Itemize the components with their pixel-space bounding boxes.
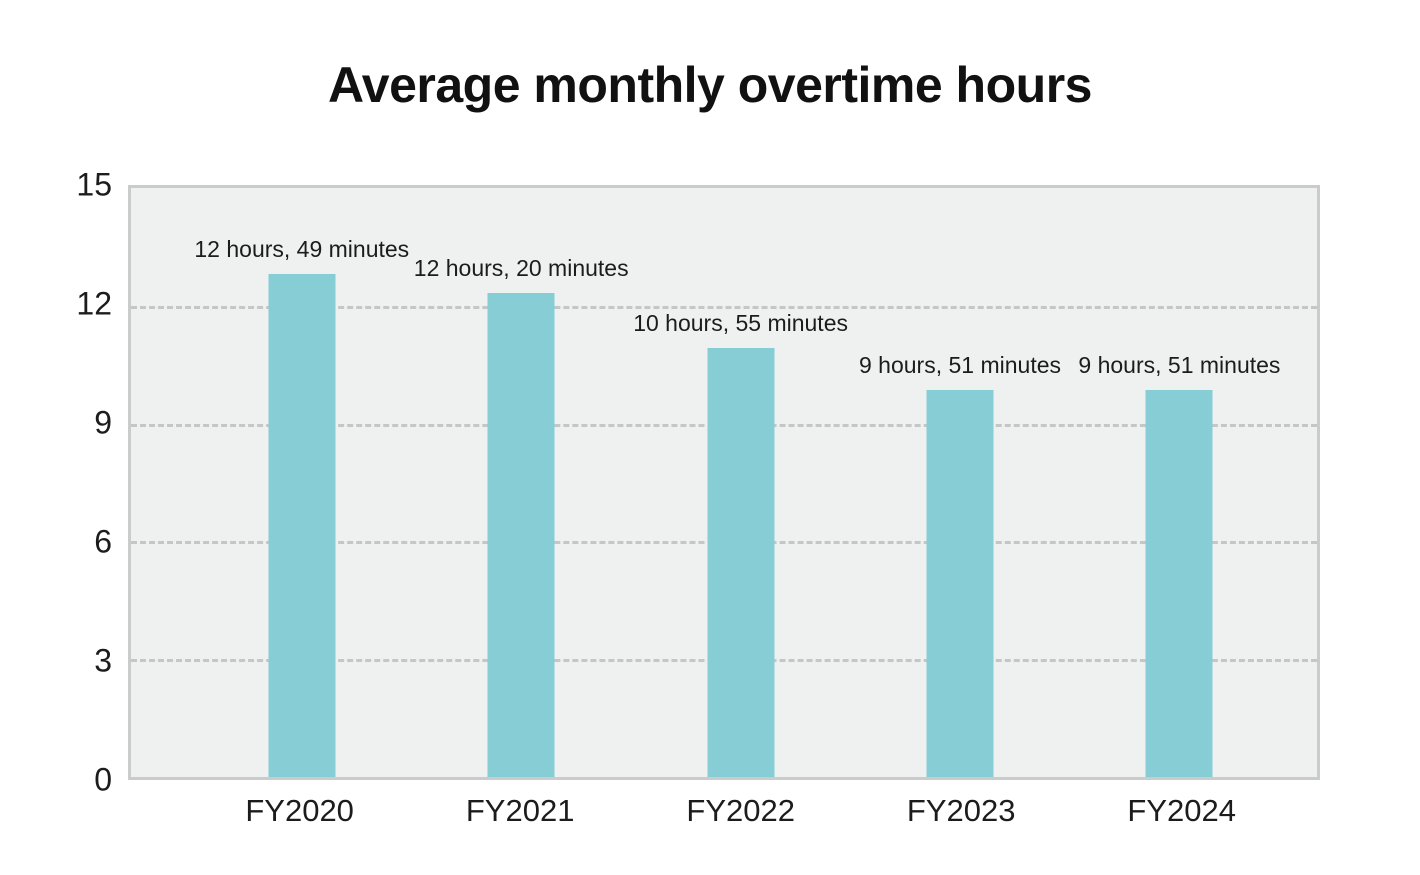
y-tick-label: 0 bbox=[94, 761, 112, 798]
plot-area: 12 hours, 49 minutes 12 hours, 20 minute… bbox=[128, 185, 1320, 780]
bar-group-fy2024: 9 hours, 51 minutes bbox=[1078, 352, 1280, 777]
x-tick-label-fy2020: FY2020 bbox=[245, 793, 354, 828]
y-tick-label: 9 bbox=[94, 404, 112, 441]
bar-fy2022 bbox=[707, 348, 775, 777]
y-tick-label: 6 bbox=[94, 523, 112, 560]
bar-group-fy2021: 12 hours, 20 minutes bbox=[414, 255, 629, 777]
bar-value-label: 12 hours, 20 minutes bbox=[413, 254, 629, 281]
y-tick-label: 3 bbox=[94, 642, 112, 679]
bar-fy2020 bbox=[268, 273, 336, 777]
x-axis: FY2020 FY2021 FY2022 FY2023 FY2024 bbox=[128, 793, 1320, 833]
bar-value-label: 9 hours, 51 minutes bbox=[858, 352, 1062, 379]
bar-fy2024 bbox=[1145, 390, 1213, 777]
x-tick-label-fy2022: FY2022 bbox=[686, 793, 795, 828]
bar-fy2023 bbox=[926, 390, 994, 777]
bar-value-label: 9 hours, 51 minutes bbox=[1078, 352, 1281, 379]
y-axis: 15 12 9 6 3 0 bbox=[0, 167, 112, 798]
y-tick-label: 12 bbox=[76, 285, 112, 322]
bar-group-fy2023: 9 hours, 51 minutes bbox=[859, 352, 1061, 777]
bar-fy2021 bbox=[487, 292, 555, 777]
x-tick-label-fy2024: FY2024 bbox=[1127, 793, 1237, 828]
chart-title: Average monthly overtime hours bbox=[328, 57, 1092, 113]
gridline bbox=[131, 305, 1317, 309]
x-tick-label-fy2021: FY2021 bbox=[465, 793, 575, 828]
bar-group-fy2022: 10 hours, 55 minutes bbox=[633, 310, 848, 777]
bar-value-label: 10 hours, 55 minutes bbox=[633, 310, 848, 337]
bar-group-fy2020: 12 hours, 49 minutes bbox=[194, 236, 409, 777]
y-tick-label: 15 bbox=[76, 166, 112, 203]
x-tick-label-fy2023: FY2023 bbox=[906, 793, 1016, 828]
bar-value-label: 12 hours, 49 minutes bbox=[194, 235, 410, 262]
